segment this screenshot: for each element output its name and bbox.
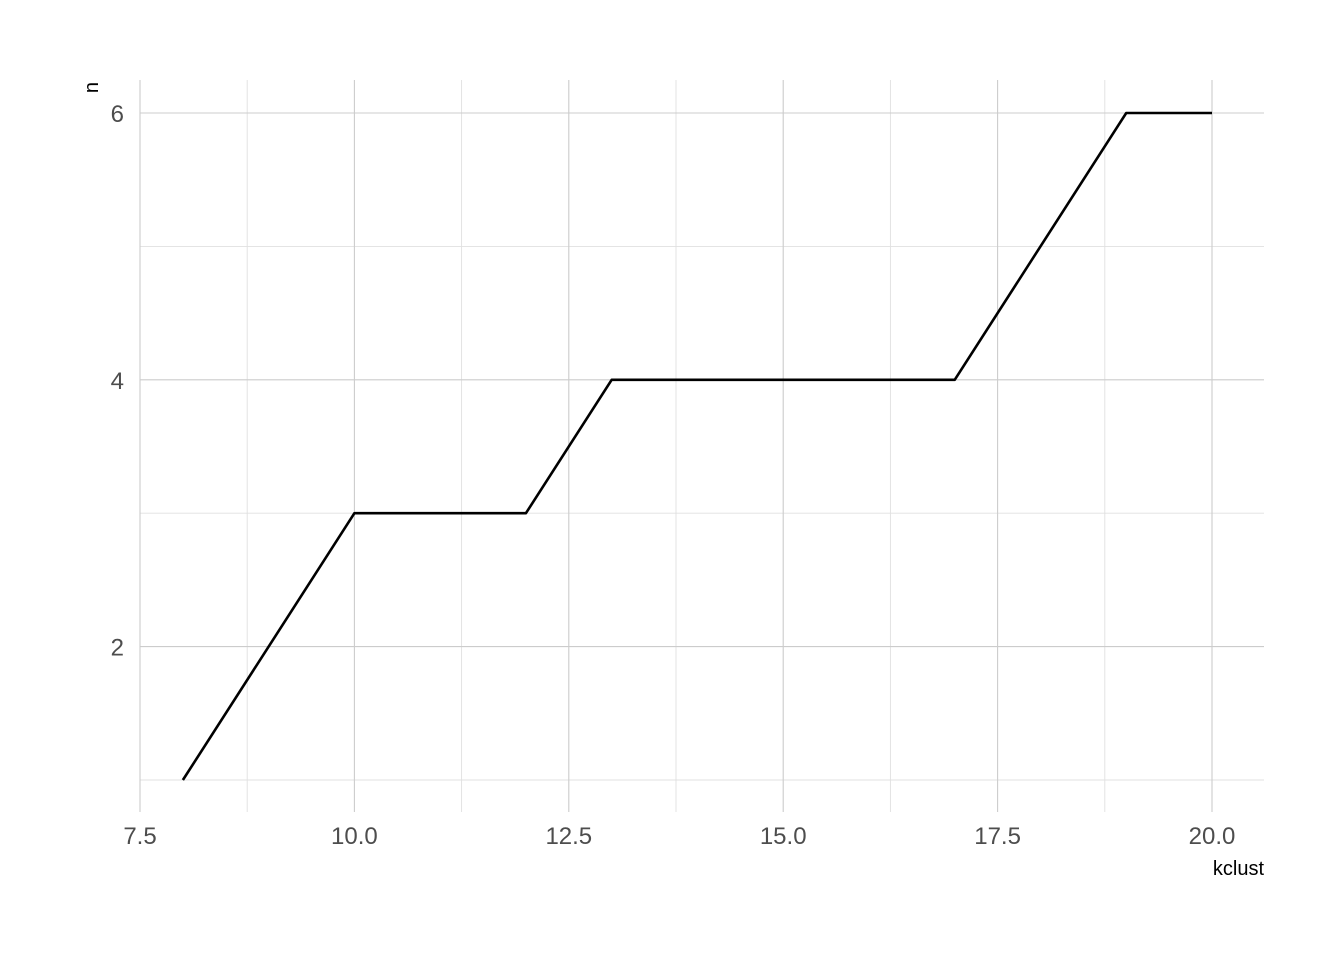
x-axis-ticks: 7.5 10.0 12.5 15.0 17.5 20.0 <box>123 823 1235 850</box>
x-tick-label: 10.0 <box>331 823 378 850</box>
x-tick-label: 20.0 <box>1189 823 1236 850</box>
x-tick-label: 17.5 <box>974 823 1021 850</box>
y-tick-label: 2 <box>111 635 124 662</box>
x-tick-label: 12.5 <box>545 823 592 850</box>
series-line <box>181 111 1212 781</box>
series-layer <box>181 111 1212 781</box>
y-axis-title: n <box>81 82 103 93</box>
y-tick-label: 6 <box>111 101 124 128</box>
minor-gridlines <box>140 80 1264 812</box>
major-gridlines <box>139 80 1264 812</box>
y-axis-ticks: 2 4 6 <box>111 101 124 662</box>
x-tick-label: 7.5 <box>123 823 156 850</box>
y-tick-label: 4 <box>111 368 124 395</box>
x-tick-label: 15.0 <box>760 823 807 850</box>
x-axis-title: kclust <box>1213 858 1265 880</box>
